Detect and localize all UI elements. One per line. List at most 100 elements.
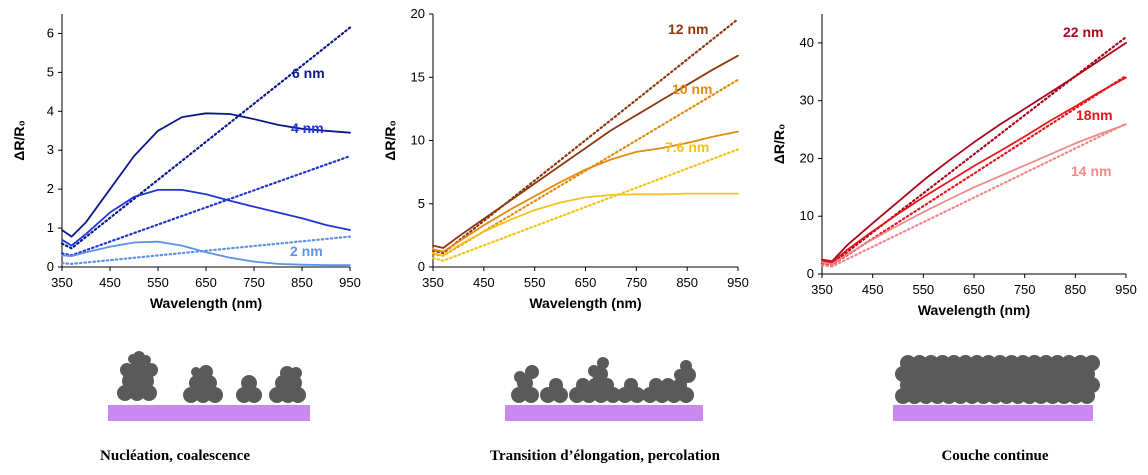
y-tick-label: 3 — [47, 142, 54, 157]
particle — [992, 355, 1008, 371]
substrate-2 — [505, 405, 703, 421]
particle — [923, 355, 939, 371]
series-annotation: 7.6 nm — [665, 139, 709, 155]
particle — [946, 355, 962, 371]
x-tick-label: 750 — [1014, 282, 1036, 297]
islands-nucleation — [117, 351, 306, 403]
y-tick-label: 15 — [411, 69, 425, 84]
x-tick-label: 850 — [1064, 282, 1086, 297]
particle — [1038, 355, 1054, 371]
series-line-measured-12-nm — [432, 54, 739, 249]
particle — [549, 378, 563, 392]
series-line-measured-10-nm — [432, 130, 739, 253]
x-tick-label: 950 — [727, 275, 749, 290]
x-tick-label: 850 — [676, 275, 698, 290]
series-line-fit-14-nm — [820, 122, 1128, 268]
islands-percolation — [511, 357, 696, 403]
y-tick-label: 0 — [418, 259, 425, 274]
x-tick-label: 750 — [243, 275, 265, 290]
chart-panel-1: 0 1 2 3 4 5 6 350 450 550 650 750 850 950 Wavelength (… — [11, 14, 361, 311]
substrate-3 — [893, 405, 1093, 421]
particle — [980, 355, 997, 371]
particle — [207, 387, 223, 403]
y-tick-label: 1 — [47, 220, 54, 235]
particle — [624, 378, 638, 392]
particle — [1015, 355, 1031, 371]
particle — [199, 365, 213, 379]
particle — [183, 387, 199, 403]
particle — [934, 355, 951, 371]
stage-label-percolation: Transition d’élongation, percolation — [490, 448, 720, 464]
particle — [525, 365, 539, 379]
stage-label-nucleation: Nucléation, coalescence — [100, 448, 250, 464]
x-tick-label: 950 — [1115, 282, 1137, 297]
x-tick-label: 650 — [195, 275, 217, 290]
particle — [1084, 355, 1100, 371]
particle — [189, 375, 205, 391]
y-tick-label: 10 — [411, 133, 425, 148]
x-tick-label: 650 — [963, 282, 985, 297]
series-line-measured-18nm — [821, 76, 1127, 264]
series-line-fit-6-nm — [60, 26, 352, 250]
series-line-fit-4-nm — [60, 155, 352, 257]
particle — [290, 367, 302, 379]
y-axis-label: ΔR/R₀ — [382, 120, 398, 160]
particle — [523, 387, 539, 403]
particle — [511, 387, 527, 403]
y-tick-label: 4 — [47, 103, 54, 118]
x-tick-label: 450 — [99, 275, 121, 290]
series-line-measured-14-nm — [821, 123, 1127, 266]
particle — [1026, 355, 1043, 371]
series-annotation: 2 nm — [290, 243, 323, 259]
x-tick-label: 550 — [524, 275, 546, 290]
series-annotation: 10 nm — [672, 81, 712, 97]
particle — [514, 371, 526, 383]
y-tick-label: 5 — [47, 64, 54, 79]
substrate-1 — [108, 405, 310, 421]
x-tick-label: 550 — [912, 282, 934, 297]
particle — [1061, 355, 1077, 371]
x-tick-label: 350 — [51, 275, 73, 290]
x-axis-label: Wavelength (nm) — [150, 295, 262, 311]
particle — [900, 355, 916, 371]
particle — [680, 360, 692, 372]
y-tick-label: 0 — [47, 259, 54, 274]
y-tick-label: 5 — [418, 196, 425, 211]
stage-label-continuous: Couche continue — [941, 448, 1049, 464]
particle — [269, 387, 285, 403]
x-tick-label: 450 — [473, 275, 495, 290]
islands-continuous — [895, 355, 1100, 404]
particle — [241, 375, 257, 391]
particle — [120, 363, 134, 377]
x-tick-label: 550 — [147, 275, 169, 290]
y-tick-label: 10 — [800, 208, 814, 223]
x-tick-label: 950 — [339, 275, 361, 290]
y-tick-label: 40 — [800, 35, 814, 50]
series-annotation: 18nm — [1076, 107, 1113, 123]
series-line-fit-12-nm — [431, 18, 740, 255]
particle — [141, 355, 151, 365]
x-tick-label: 350 — [811, 282, 833, 297]
series-annotation: 6 nm — [292, 65, 325, 81]
y-tick-label: 0 — [807, 266, 814, 281]
series-line-measured-6-nm — [61, 112, 351, 238]
y-axis-label: ΔR/R₀ — [771, 124, 787, 164]
y-tick-label: 20 — [800, 150, 814, 165]
series-line-measured-7-6-nm — [432, 192, 739, 257]
particle — [957, 355, 974, 371]
x-tick-label: 850 — [291, 275, 313, 290]
particle — [674, 369, 686, 381]
y-tick-label: 6 — [47, 25, 54, 40]
chart-panel-3: 0 10 20 30 40 350 450 550 650 750 850 950 Wavelength… — [771, 14, 1137, 318]
y-tick-label: 20 — [411, 6, 425, 21]
x-axis-label: Wavelength (nm) — [529, 295, 641, 311]
particle — [191, 367, 201, 377]
particle — [128, 354, 138, 364]
particle — [1003, 355, 1020, 371]
particle — [280, 366, 294, 380]
series-line-measured-4-nm — [61, 188, 351, 247]
particle — [597, 357, 609, 369]
series-annotation: 12 nm — [668, 21, 708, 37]
series-line-fit-2-nm — [60, 235, 352, 265]
